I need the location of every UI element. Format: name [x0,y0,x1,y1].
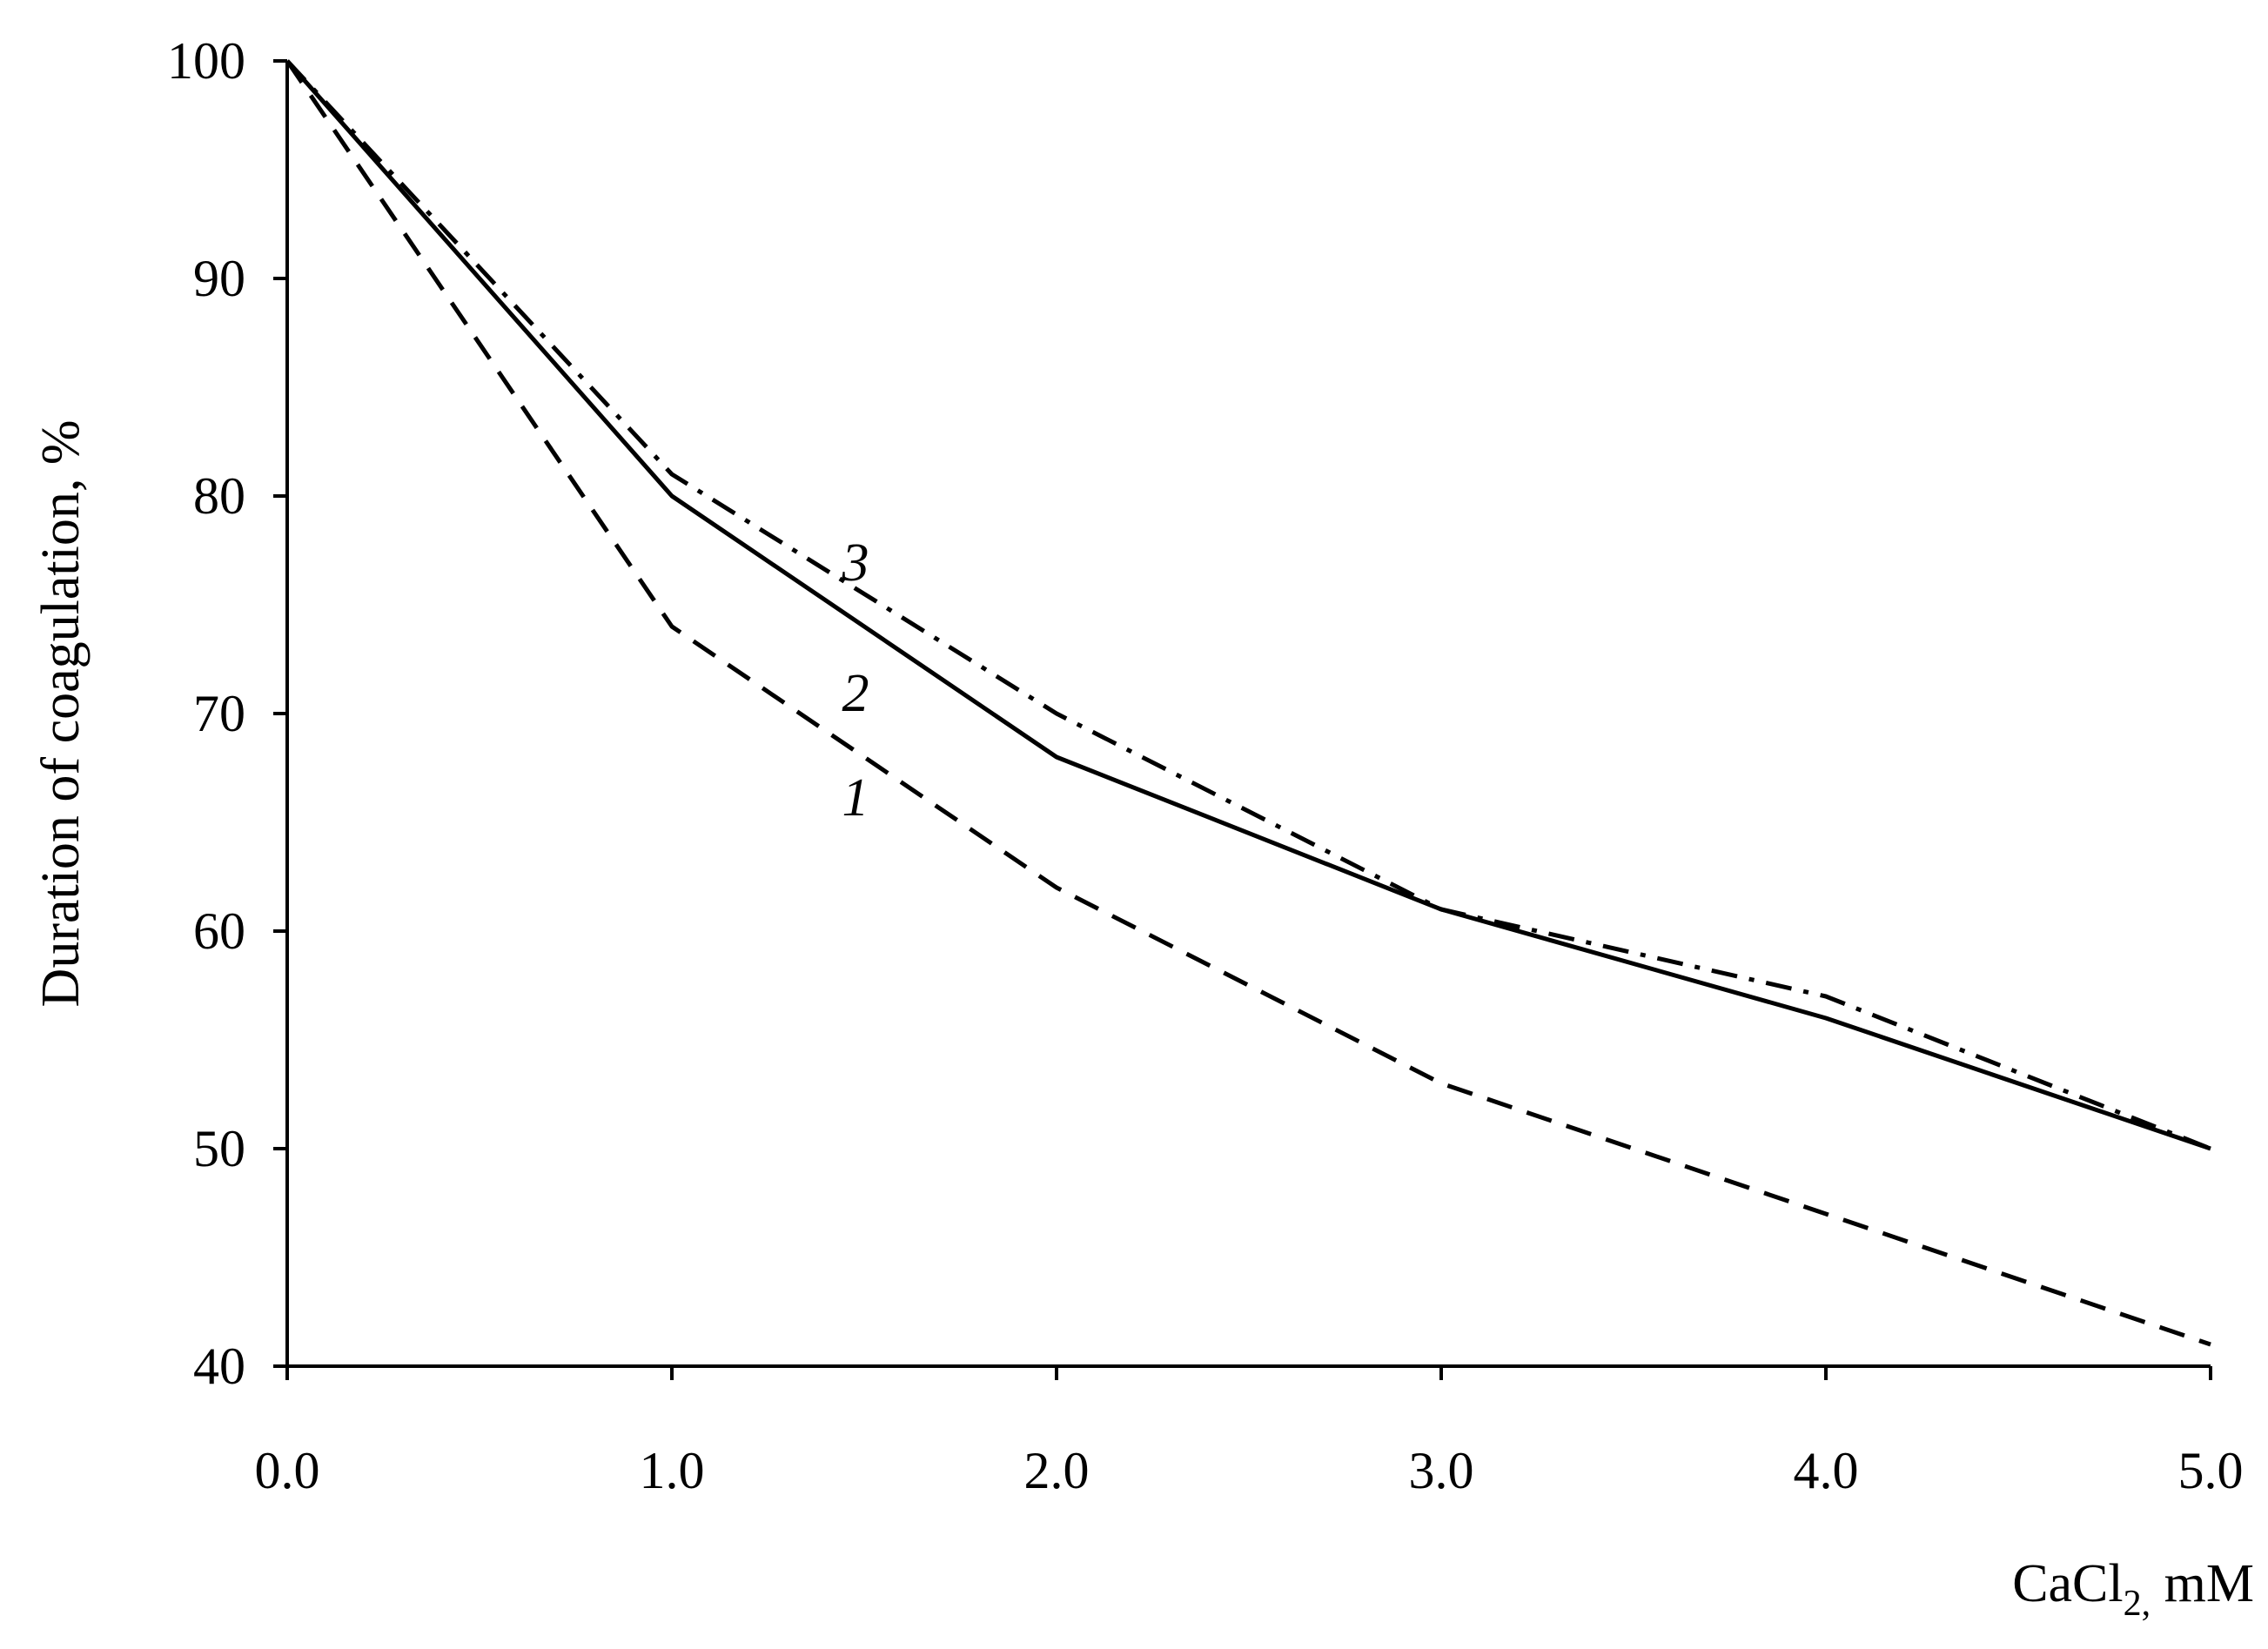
y-tick-label: 80 [193,467,245,525]
x-axis-title: CaCl2, mM [2012,1554,2254,1624]
series-1-line [285,59,2211,1347]
x-axis-title-main: CaCl [2012,1554,2123,1613]
x-tick-label: 3.0 [1409,1442,1474,1499]
y-tick-label: 60 [193,902,245,960]
axes [285,61,2211,1368]
x-axis-title-subscript: 2, [2124,1584,2151,1624]
series-1-label: 1 [842,768,869,828]
curve-labels: 1 2 3 [842,533,869,828]
series-3-line [285,59,2211,1151]
y-axis-title: Duration of coagulation, % [31,420,91,1008]
x-tick-label: 1.0 [640,1442,705,1499]
y-tick-label: 90 [193,250,245,307]
y-tick-label: 50 [193,1120,245,1177]
y-tick-label: 40 [193,1337,245,1395]
y-tick-label: 70 [193,685,245,742]
ticks: 40 50 60 70 80 90 100 0.0 1.0 2.0 3.0 4.0 5.0 [167,32,2244,1499]
x-axis-title-unit: mM [2151,1554,2254,1613]
x-tick-label: 5.0 [2178,1442,2244,1499]
y-tick-label: 100 [167,32,245,90]
series [285,59,2211,1347]
x-tick-label: 2.0 [1024,1442,1090,1499]
series-2-line [285,59,2211,1151]
x-tick-label: 0.0 [255,1442,320,1499]
series-3-label: 3 [842,533,869,593]
series-2-label: 2 [842,664,869,723]
x-tick-label: 4.0 [1794,1442,1859,1499]
